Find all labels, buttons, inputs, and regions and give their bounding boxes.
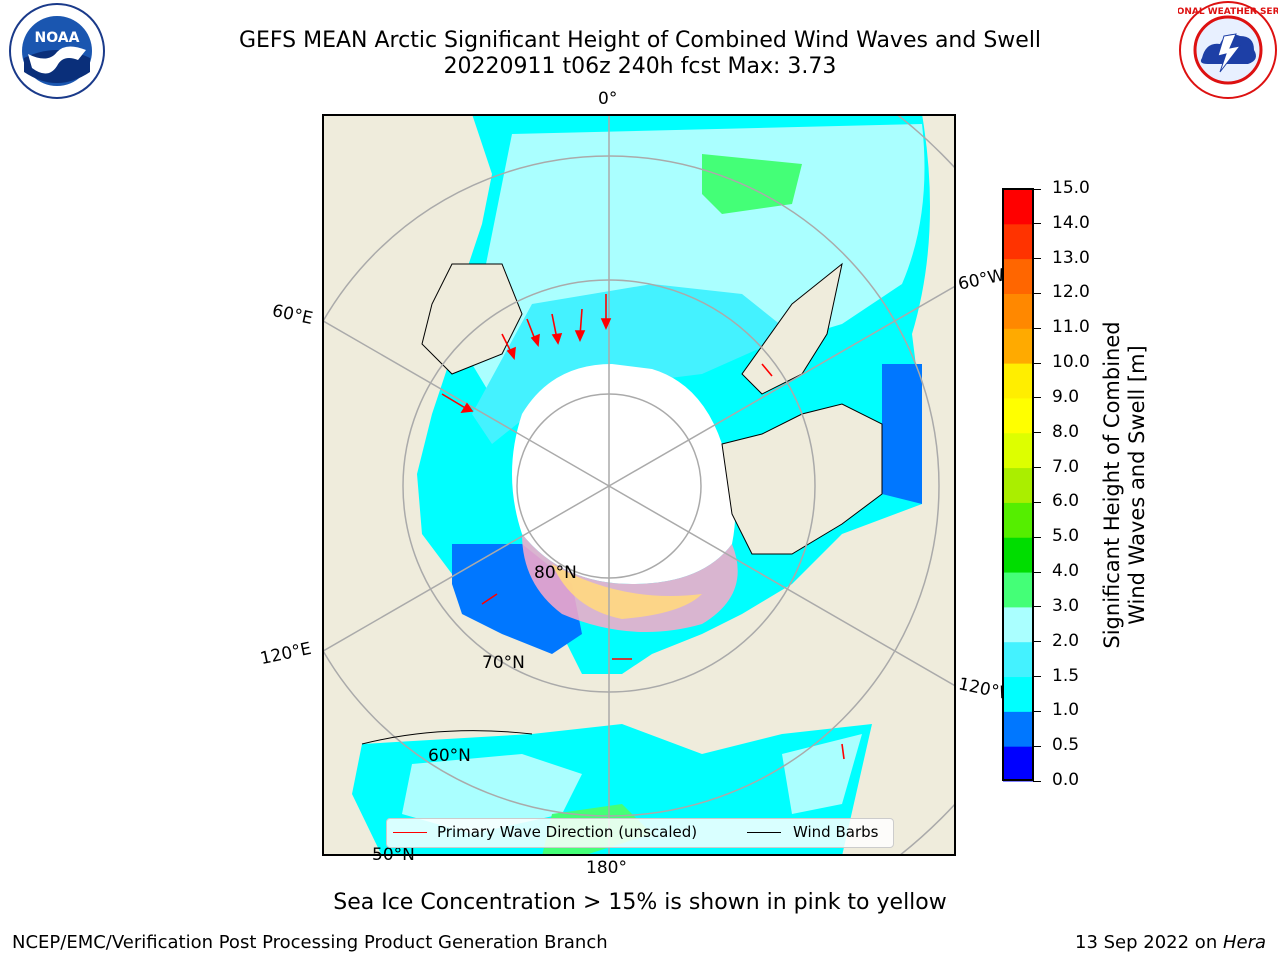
colorbar-block: [1003, 537, 1033, 573]
noaa-logo: NOAA: [9, 3, 105, 99]
colorbar-tick-label: 0.0: [1052, 770, 1080, 790]
ice-edge-band: [522, 534, 738, 632]
colorbar-tick-mark: [1033, 467, 1041, 469]
colorbar-label-line2: Wind Waves and Swell [m]: [1125, 345, 1149, 625]
footer-date: 13 Sep 2022 on: [1075, 932, 1223, 953]
nws-ring-text: NATIONAL WEATHER SERVICE: [1178, 7, 1278, 17]
colorbar-block: [1003, 502, 1033, 538]
chart-title: GEFS MEAN Arctic Significant Height of C…: [238, 28, 1042, 53]
colorbar-block: [1003, 641, 1033, 678]
colorbar-tick-mark: [1033, 362, 1041, 364]
colorbar-tick-mark: [1033, 745, 1041, 747]
wind-legend-label: Wind Barbs: [793, 823, 879, 841]
colorbar-tick-mark: [1033, 676, 1041, 678]
colorbar-tick-mark: [1033, 606, 1041, 608]
colorbar-tick-mark: [1033, 501, 1041, 503]
lon-label-120e: 120°E: [258, 638, 314, 670]
colorbar-block: [1003, 467, 1033, 503]
colorbar-block: [1003, 432, 1033, 469]
colorbar-block: [1003, 606, 1033, 643]
lon-label-180: 180°: [586, 858, 627, 878]
colorbar-block: [1003, 223, 1033, 260]
colorbar-tick-label: 12.0: [1052, 282, 1090, 303]
map-frame: [322, 114, 956, 856]
colorbar-label-line1: Significant Height of Combined: [1100, 321, 1124, 649]
lon-label-60w: 60°W: [956, 265, 1007, 295]
colorbar-tick-label: 0.5: [1052, 735, 1080, 756]
colorbar-tick-label: 4.0: [1052, 561, 1080, 582]
colorbar-tick-mark: [1033, 397, 1041, 399]
arctic-map: [322, 114, 956, 856]
colorbar-tick-mark: [1033, 188, 1041, 190]
graticule: [323, 115, 955, 855]
colorbar-tick-label: 7.0: [1052, 456, 1080, 477]
colorbar-block: [1003, 363, 1033, 399]
lat-label-50n: 50°N: [372, 845, 415, 865]
colorbar-tick-label: 13.0: [1052, 247, 1090, 268]
colorbar-tick-label: 10.0: [1052, 352, 1090, 373]
lat-label-70n: 70°N: [482, 653, 525, 673]
wind-legend-line: [747, 832, 781, 833]
colorbar-tick-mark: [1033, 223, 1041, 225]
colorbar-block: [1003, 746, 1033, 782]
colorbar-tick-label: 11.0: [1052, 317, 1090, 338]
footer-machine: Hera: [1222, 932, 1266, 953]
colorbar-tick-mark: [1033, 571, 1041, 573]
wave-direction-arrows: [441, 294, 845, 760]
colorbar-tick-label: 5.0: [1052, 526, 1080, 547]
ice-region: [512, 364, 736, 584]
lon-label-0: 0°: [598, 89, 618, 109]
colorbar: [1002, 188, 1034, 782]
colorbar-block: [1003, 258, 1033, 294]
noaa-logo-text: NOAA: [35, 30, 80, 46]
colorbar-tick-label: 1.0: [1052, 700, 1080, 721]
colorbar-block: [1003, 572, 1033, 608]
caption: Sea Ice Concentration > 15% is shown in …: [333, 890, 947, 915]
colorbar-tick-label: 15.0: [1052, 178, 1090, 198]
lat-label-60n: 60°N: [428, 746, 471, 766]
colorbar-block: [1003, 397, 1033, 434]
colorbar-tick-mark: [1033, 780, 1041, 782]
chart-subtitle: 20220911 t06z 240h fcst Max: 3.73: [443, 54, 837, 79]
colorbar-tick-mark: [1033, 641, 1041, 643]
colorbar-block: [1003, 328, 1033, 364]
nws-logo: NATIONAL WEATHER SERVICE: [1178, 1, 1278, 99]
colorbar-tick-label: 8.0: [1052, 421, 1080, 442]
colorbar-tick-mark: [1033, 710, 1041, 712]
colorbar-block: [1003, 293, 1033, 329]
lon-label-60e: 60°E: [270, 300, 315, 330]
colorbar-block: [1003, 676, 1033, 712]
colorbar-block: [1003, 711, 1033, 747]
colorbar-tick-mark: [1033, 292, 1041, 294]
colorbar-tick-mark: [1033, 536, 1041, 538]
colorbar-tick-label: 1.5: [1052, 665, 1080, 686]
colorbar-tick-mark: [1033, 432, 1041, 434]
canadian-archipelago: [721, 403, 883, 555]
footer-left: NCEP/EMC/Verification Post Processing Pr…: [12, 932, 608, 953]
footer-right: 13 Sep 2022 on Hera: [1075, 932, 1266, 953]
scandinavia: [421, 263, 523, 375]
colorbar-tick-label: 6.0: [1052, 491, 1080, 512]
colorbar-tick-label: 9.0: [1052, 386, 1080, 407]
wave-legend-label: Primary Wave Direction (unscaled): [437, 823, 698, 841]
colorbar-tick-label: 14.0: [1052, 212, 1090, 233]
colorbar-block: [1003, 189, 1033, 225]
colorbar-tick-label: 2.0: [1052, 630, 1080, 651]
map-legend: Primary Wave Direction (unscaled) Wind B…: [386, 818, 894, 848]
lat-label-80n: 80°N: [534, 563, 577, 583]
colorbar-tick-mark: [1033, 327, 1041, 329]
colorbar-tick-label: 3.0: [1052, 595, 1080, 616]
colorbar-tick-mark: [1033, 258, 1041, 260]
wave-legend-line: [393, 832, 427, 833]
